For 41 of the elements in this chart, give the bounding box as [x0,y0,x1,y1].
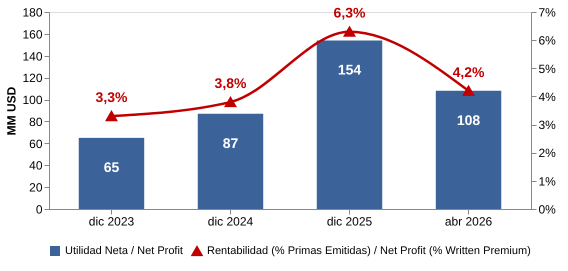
y-tick-label: 100 [22,93,43,108]
y-tick-label: 140 [22,49,43,64]
bar [436,90,502,209]
y2-tick-label: 6% [538,34,556,48]
data-label: 108 [456,112,480,128]
y-tick-label: 0 [36,202,43,216]
point [344,26,356,37]
y-tick-label: 60 [29,136,43,151]
bar [316,40,382,209]
data-label: 6,3% [334,4,366,21]
x-tick-label: dic 2025 [326,214,373,228]
x-tick-label: abr 2026 [444,214,493,228]
y2-tick-label: 5% [538,62,556,76]
legend-label: Utilidad Neta / Net Profit [65,245,183,257]
data-label: 3,3% [96,89,128,106]
x-tick-label: dic 2024 [208,214,254,228]
y2-tick-label: 3% [538,118,556,132]
y2-tick-label: 2% [538,146,556,160]
y-tick-label: 20 [29,180,43,195]
point [224,96,236,108]
y2-tick-label: 4% [538,90,556,104]
y-tick-label: 180 [22,6,43,20]
data-label: 4,2% [452,64,486,80]
data-label: 154 [338,61,362,78]
x-tick-label: dic 2023 [88,214,134,228]
y-tick-label: 120 [22,71,43,86]
y2-tick-label: 1% [538,174,556,188]
bar [78,138,144,209]
point [106,111,118,122]
y-tick-label: 40 [29,158,43,173]
y2-tick-label: 7% [538,6,556,20]
data-label: 87 [222,134,238,151]
data-label: 65 [104,158,120,175]
y-tick-label: 80 [29,114,43,129]
y-axis-title: MM USD [4,86,18,136]
data-label: 3,8% [214,75,247,92]
legend-label: Rentabilidad (% Primas Emitidas) / Net Profit (% Written Premium) [207,245,531,257]
bar [198,114,264,209]
y-tick-label: 160 [22,27,43,42]
y2-tick-label: 0% [538,202,556,216]
point [462,86,474,96]
